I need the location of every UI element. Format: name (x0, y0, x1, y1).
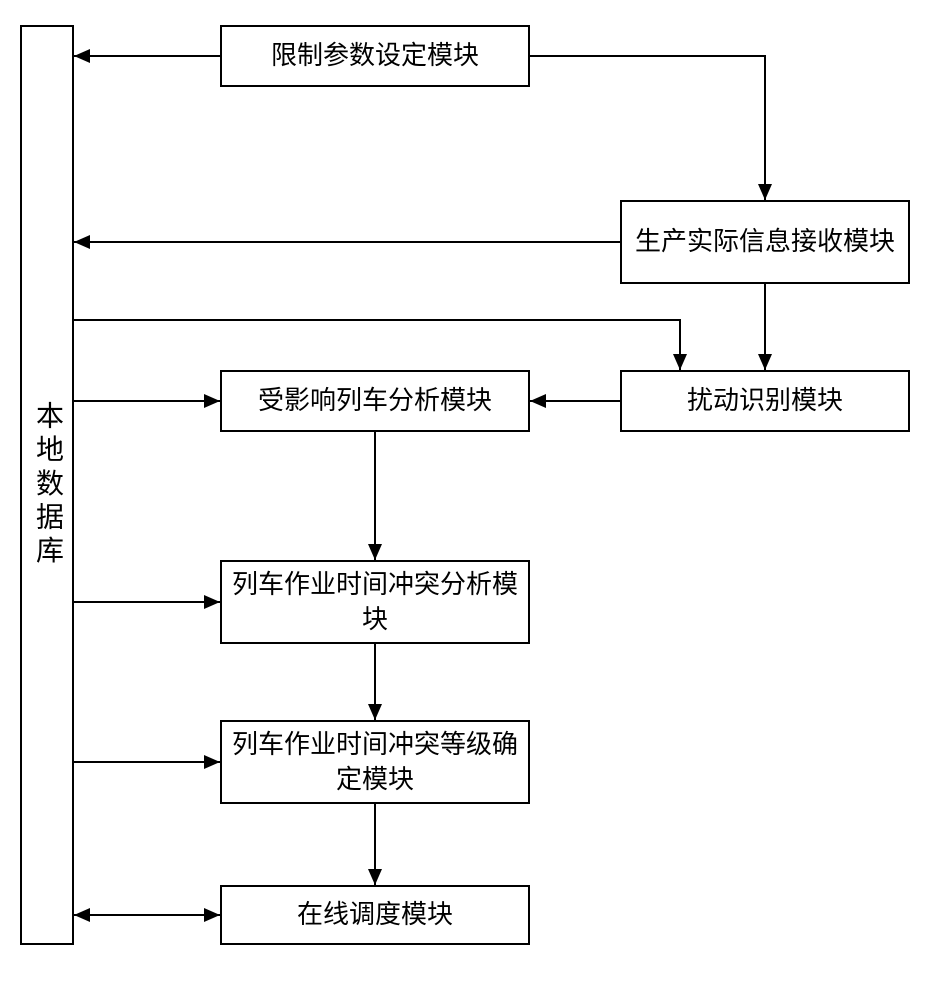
edges-layer (0, 0, 925, 1000)
node-production-info-receive: 生产实际信息接收模块 (620, 200, 910, 284)
label-n4: 受影响列车分析模块 (258, 383, 492, 418)
label-n7: 在线调度模块 (297, 897, 453, 932)
label-n6: 列车作业时间冲突等级确定模块 (222, 727, 528, 797)
node-disturbance-identify: 扰动识别模块 (620, 370, 910, 432)
label-n5: 列车作业时间冲突分析模块 (222, 567, 528, 637)
node-param-setting: 限制参数设定模块 (220, 25, 530, 87)
label-n2: 生产实际信息接收模块 (635, 224, 895, 259)
node-local-database: 本地数据库 (20, 25, 74, 945)
node-online-schedule: 在线调度模块 (220, 885, 530, 945)
node-conflict-level-determine: 列车作业时间冲突等级确定模块 (220, 720, 530, 804)
node-affected-train-analysis: 受影响列车分析模块 (220, 370, 530, 432)
label-n1: 限制参数设定模块 (271, 38, 479, 73)
diagram-canvas: 本地数据库 限制参数设定模块 生产实际信息接收模块 扰动识别模块 受影响列车分析… (0, 0, 925, 1000)
label-n3: 扰动识别模块 (687, 383, 843, 418)
label-db: 本地数据库 (27, 401, 67, 569)
node-time-conflict-analysis: 列车作业时间冲突分析模块 (220, 560, 530, 644)
